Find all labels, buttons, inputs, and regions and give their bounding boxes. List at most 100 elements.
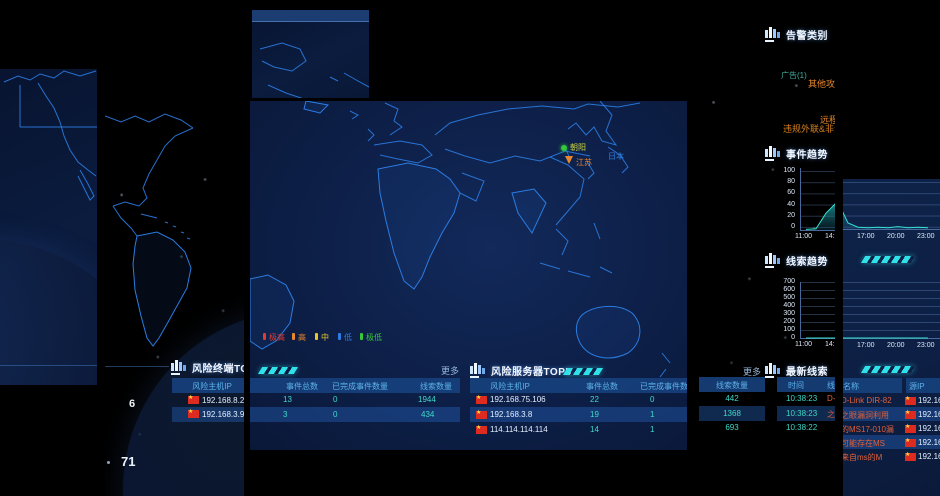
- table-header-band: [906, 378, 940, 393]
- legend-label[interactable]: 低: [344, 333, 352, 342]
- cell: 0: [333, 395, 338, 404]
- cell: 0: [650, 395, 655, 404]
- legend-label[interactable]: 极低: [366, 333, 382, 342]
- cell: 10:38:23: [786, 409, 818, 418]
- clue-name: 的MS17-010漏: [843, 425, 894, 434]
- map-marker-label[interactable]: 朝阳: [570, 143, 586, 152]
- col-done-events: 已完成事件数量: [332, 382, 388, 391]
- source-ip: 192.168: [918, 396, 940, 405]
- china-flag-icon: [905, 437, 916, 447]
- alert-category-header: 告警类别: [765, 27, 828, 42]
- risk-terminal-header: 风险终端TOP5: [171, 360, 244, 375]
- table-header-band: [777, 377, 835, 392]
- china-flag-icon: [188, 394, 199, 404]
- cell: 434: [421, 410, 435, 419]
- china-flag-icon: [476, 409, 487, 419]
- header-decoration: [860, 366, 916, 373]
- y-tick: 500: [783, 294, 795, 301]
- alert-tag[interactable]: 违规外联&非法: [783, 124, 835, 134]
- y-tick: 700: [783, 278, 795, 285]
- tile-top-bar: [252, 10, 369, 22]
- col-clue-count: 线索数量: [716, 381, 748, 390]
- cell: 1944: [418, 395, 436, 404]
- world-map: [250, 101, 671, 378]
- legend-swatch: [315, 333, 318, 340]
- alert-tag[interactable]: 广告(1): [781, 71, 807, 80]
- legend-label[interactable]: 高: [298, 333, 306, 342]
- x-tick: 20:00: [887, 233, 905, 240]
- y-tick: 80: [787, 178, 795, 185]
- event-trend-header: 事件趋势: [765, 146, 828, 161]
- col-clue-count: 线索数量: [420, 382, 452, 391]
- legend-label[interactable]: 中: [321, 333, 329, 342]
- table-header-band: [699, 377, 765, 392]
- map-americas: [105, 113, 194, 347]
- legend-label[interactable]: 极高: [269, 333, 285, 342]
- event-trend-area-chart-right: [843, 211, 929, 229]
- cell: 13: [283, 395, 292, 404]
- china-flag-icon: [476, 424, 487, 434]
- cell: 693: [725, 423, 739, 430]
- map-west-north-america: [3, 70, 97, 201]
- china-flag-icon: [905, 409, 916, 419]
- col-risk-host-ip: 风险主机IP: [490, 382, 530, 391]
- china-flag-icon: [905, 423, 916, 433]
- panel-icon: [765, 253, 781, 268]
- y-tick: 0: [791, 334, 795, 341]
- alert-tag[interactable]: 远程: [820, 115, 835, 125]
- map-marker-dot[interactable]: [561, 145, 567, 151]
- source-ip: 192.168: [918, 410, 940, 419]
- cell: 1: [650, 425, 655, 434]
- source-ip: 192.168: [918, 424, 940, 433]
- col-risk-host-ip: 风险主机IP: [192, 382, 232, 391]
- x-tick: 14:00: [825, 233, 835, 240]
- tile-world-map: 朝阳 江苏 日本 极高 高 中 低 极低 更多 事件总数 已完成事件数量 线索数…: [250, 101, 687, 450]
- y-tick: 60: [787, 189, 795, 196]
- panel-icon: [765, 363, 781, 378]
- table-header-band: [843, 378, 902, 393]
- gridlines: [843, 282, 940, 338]
- panel-icon: [765, 146, 781, 161]
- alert-tag[interactable]: 其他攻击: [808, 79, 835, 89]
- china-flag-icon: [905, 395, 916, 405]
- panel-icon: [171, 360, 187, 375]
- y-tick: 300: [783, 310, 795, 317]
- x-tick: 17:00: [857, 342, 875, 349]
- cell: 19: [590, 410, 599, 419]
- cell: 114.114.114.114: [490, 425, 548, 434]
- map-pin-icon[interactable]: [565, 156, 573, 164]
- col-done-events: 已完成事件数量: [640, 382, 687, 391]
- map-marker-label[interactable]: 江苏: [576, 158, 592, 167]
- china-flag-icon: [905, 451, 916, 461]
- table-header-band: [172, 378, 244, 393]
- cell: 10:38:22: [786, 423, 818, 430]
- panel-title: 最新线索: [786, 367, 828, 378]
- legend-swatch: [263, 333, 266, 340]
- table-header-band: [250, 378, 460, 393]
- map-country-label: 日本: [608, 152, 624, 161]
- cell: 1368: [723, 409, 741, 418]
- host-ip: 192.168.3.9: [202, 410, 244, 419]
- panel-title: 事件趋势: [786, 150, 828, 161]
- clue-trend-area-chart: [806, 337, 835, 339]
- cell: 192.168.75.106: [490, 395, 546, 404]
- source-ip: 192.168: [918, 452, 940, 461]
- panel-title: 告警类别: [786, 31, 828, 42]
- clue-name: 来自ms的M: [843, 453, 883, 462]
- clue-name: 之眼漏洞利用: [843, 411, 889, 420]
- map-greenland: [259, 42, 369, 98]
- more-link[interactable]: 更多: [743, 367, 762, 377]
- clue-trend-area-chart-right: [843, 337, 928, 339]
- header-decoration: [562, 368, 604, 375]
- tile-right-continuation: 17:00 20:00 23:00 17:00 20:00 23:00 线索名称…: [843, 179, 940, 496]
- row-highlight: [250, 407, 460, 422]
- cell: 之眼漏洞利用: [827, 410, 835, 419]
- more-link[interactable]: 更多: [441, 366, 460, 376]
- host-ip: 192.168.8.20: [202, 396, 244, 405]
- latest-clue-header: 最新线索: [765, 363, 828, 378]
- x-tick: 14:00: [825, 341, 835, 348]
- dot: [107, 461, 110, 464]
- panel-title: 风险终端TOP5: [192, 364, 244, 375]
- y-tick: 20: [787, 212, 795, 219]
